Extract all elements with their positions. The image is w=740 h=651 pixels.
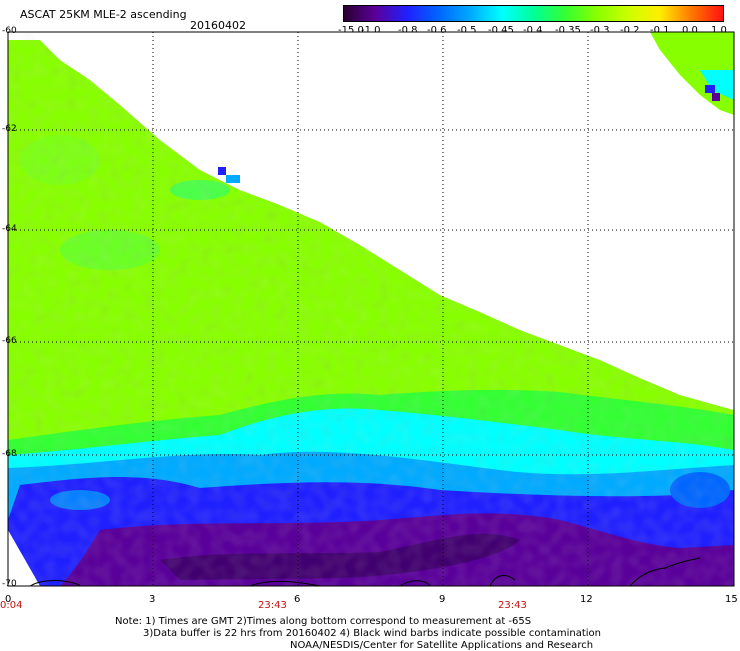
color-scale-bar xyxy=(343,5,724,22)
lat-label: -62 xyxy=(2,124,17,134)
scale-label: -0.45 xyxy=(488,25,514,36)
time-label: 23:43 xyxy=(498,600,527,611)
scale-label: -1.0 xyxy=(361,25,381,36)
plot-frame xyxy=(7,31,735,587)
scale-label: -0.2 xyxy=(620,25,640,36)
footer-note-2: 3)Data buffer is 22 hrs from 20160402 4)… xyxy=(143,628,601,639)
coastline xyxy=(29,557,701,586)
time-label: 0:04 xyxy=(0,600,23,611)
swath-speck xyxy=(218,167,226,175)
lon-label: 6 xyxy=(294,594,301,605)
scale-label: -0.8 xyxy=(398,25,418,36)
footer-note-1: Note: 1) Times are GMT 2)Times along bot… xyxy=(115,616,532,627)
no-data-area-left xyxy=(8,530,40,586)
scale-label: -0.6 xyxy=(427,25,447,36)
lon-label: 15 xyxy=(725,594,738,605)
scale-label: -0.35 xyxy=(555,25,581,36)
swath-corner-cyan xyxy=(700,70,734,100)
lat-label: -60 xyxy=(2,26,17,36)
lon-label: 9 xyxy=(439,594,446,605)
swath-corner-purple xyxy=(712,93,720,101)
no-data-area xyxy=(40,32,734,410)
wind-map-plot xyxy=(7,31,735,587)
map-date: 20160402 xyxy=(190,19,246,32)
wind-field xyxy=(8,32,734,586)
lon-label: 3 xyxy=(149,594,156,605)
time-label: 23:43 xyxy=(258,600,287,611)
lat-label: -68 xyxy=(2,449,17,459)
scale-label: -0.5 xyxy=(457,25,477,36)
lon-label: 0 xyxy=(5,594,12,605)
scale-label: 0.0 xyxy=(682,25,698,36)
footer-credit: NOAA/NESDIS/Center for Satellite Applica… xyxy=(290,640,594,651)
lon-label: 12 xyxy=(580,594,593,605)
lat-label: -64 xyxy=(2,224,17,234)
scale-label: -0.3 xyxy=(590,25,610,36)
lat-label: -66 xyxy=(2,336,17,346)
scale-label: -0.1 xyxy=(650,25,670,36)
scale-label: -15.0 xyxy=(338,25,364,36)
scale-label: -0.4 xyxy=(523,25,543,36)
swath-speck xyxy=(226,175,240,183)
lat-label: -70 xyxy=(2,579,17,589)
swath-corner-blue xyxy=(705,85,715,93)
map-title: ASCAT 25KM MLE-2 ascending xyxy=(20,8,187,21)
map-grid xyxy=(8,32,734,586)
scale-label: 1.0 xyxy=(711,25,727,36)
